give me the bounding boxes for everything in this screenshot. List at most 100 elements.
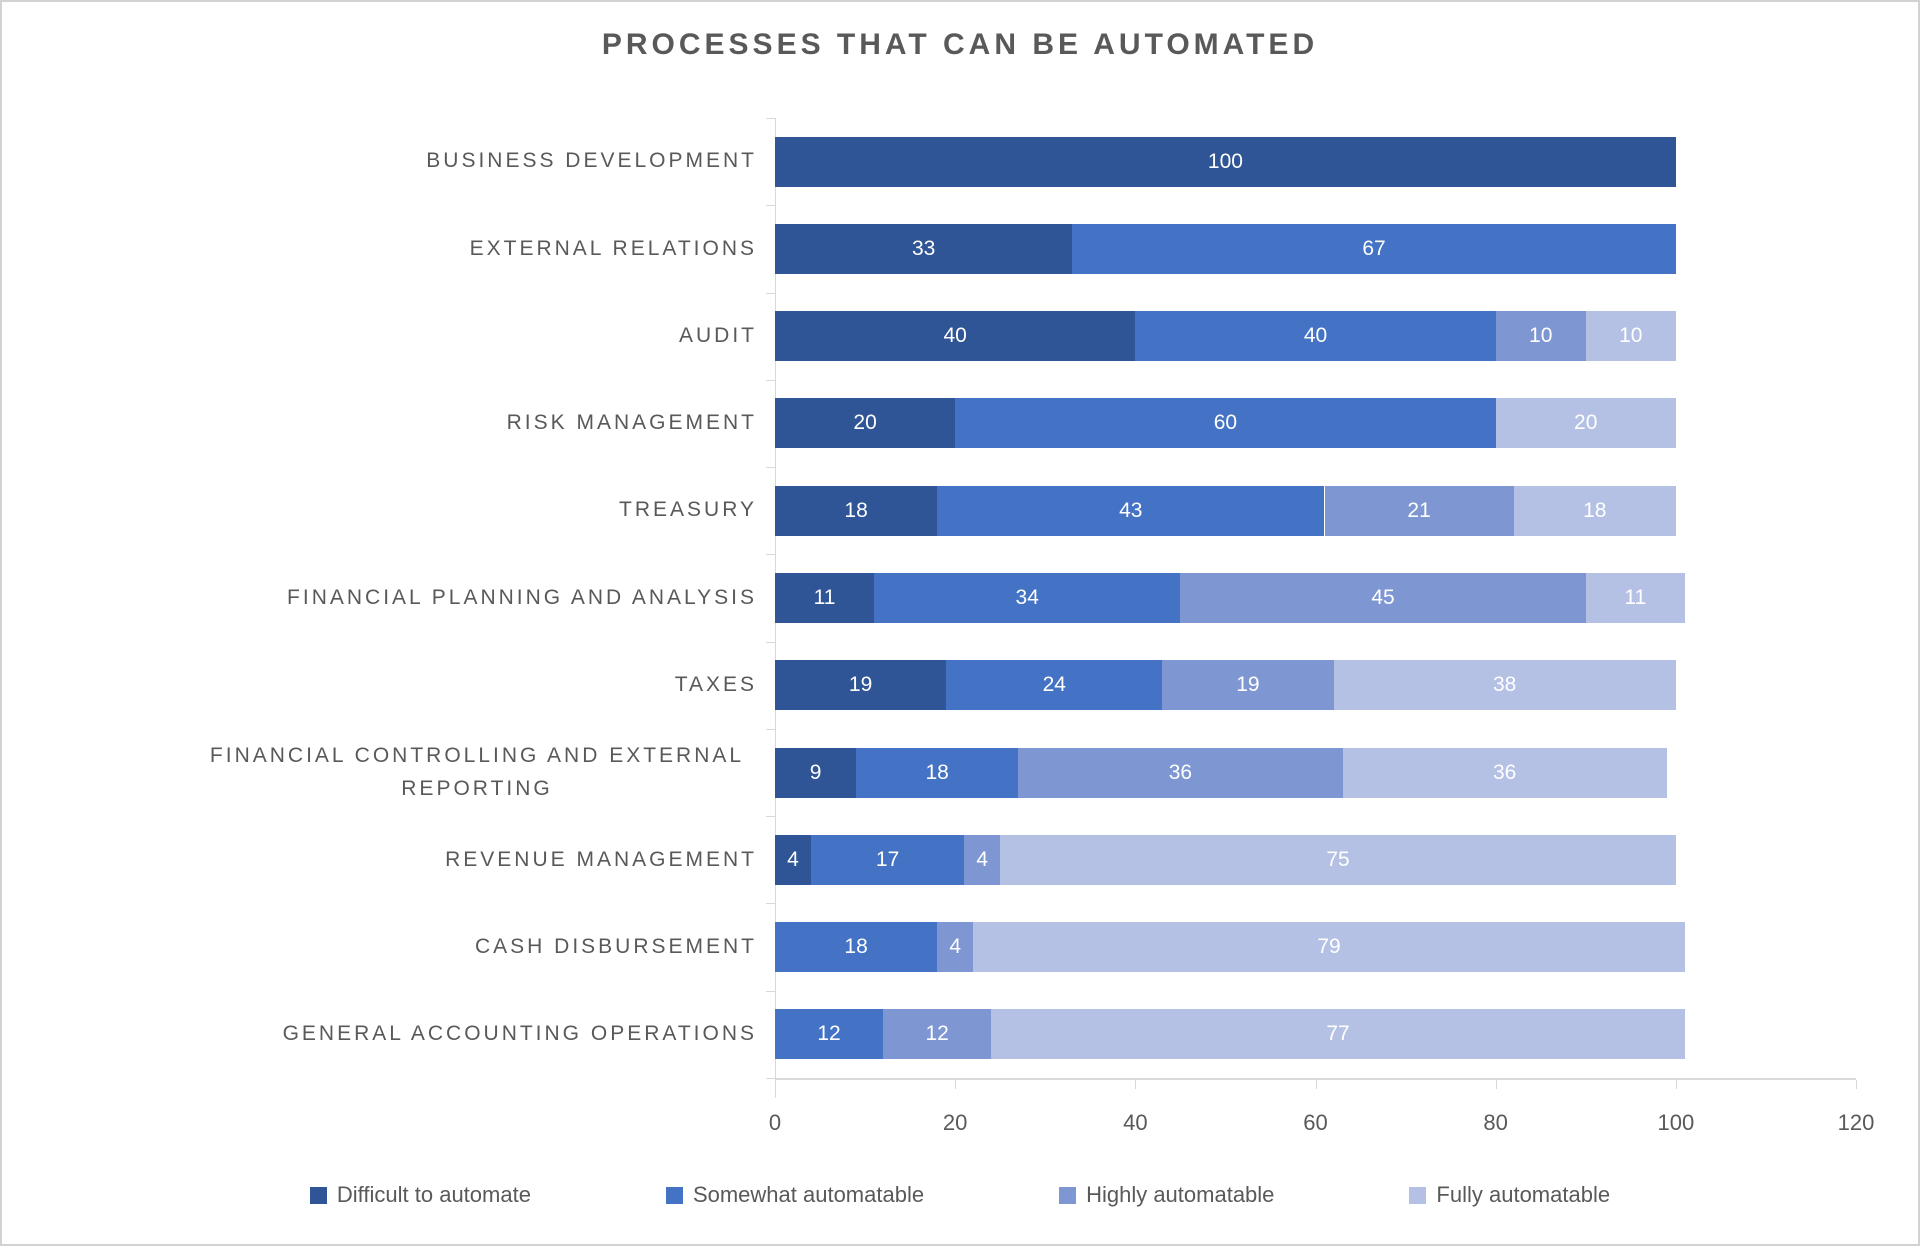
category-label: TREASURY bbox=[16, 467, 757, 554]
category-label: BUSINESS DEVELOPMENT bbox=[16, 118, 757, 205]
category-label-text: FINANCIAL CONTROLLING AND EXTERNAL REPOR… bbox=[209, 743, 745, 800]
bar-segment: 10 bbox=[1495, 311, 1586, 362]
bar-segment: 100 bbox=[775, 136, 1676, 187]
bar-row: 12 12 77 bbox=[775, 1009, 1856, 1060]
bar-value-label: 33 bbox=[911, 236, 936, 260]
bar-value-label: 79 bbox=[1317, 935, 1341, 959]
category-axis-labels: BUSINESS DEVELOPMENT EXTERNAL RELATIONS AU… bbox=[16, 118, 757, 1078]
value-axis-tick-label: 0 bbox=[768, 1110, 782, 1135]
bar-value-label: 21 bbox=[1407, 498, 1431, 522]
category-label: RISK MANAGEMENT bbox=[16, 380, 757, 467]
bar-row: 40 40 10 10 bbox=[775, 311, 1856, 362]
bar-value-label: 18 bbox=[844, 935, 868, 959]
bar-value-label: 20 bbox=[853, 411, 877, 435]
bar-value-label: 18 bbox=[844, 498, 868, 522]
category-label-text: REVENUE MANAGEMENT bbox=[445, 847, 757, 871]
legend: Difficult to automate Somewhat automatabl… bbox=[2, 1182, 1918, 1208]
value-axis-tick-label: 80 bbox=[1483, 1110, 1508, 1135]
bar-value-label: 19 bbox=[1236, 673, 1260, 697]
bar-segment: 40 bbox=[1135, 311, 1496, 362]
bar-segment: 67 bbox=[1072, 223, 1676, 274]
bar-segment: 36 bbox=[1342, 747, 1667, 798]
value-axis-tick-label: 120 bbox=[1837, 1110, 1875, 1135]
legend-swatch-icon bbox=[1409, 1186, 1427, 1204]
bar-value-label: 36 bbox=[1168, 760, 1193, 784]
bar-segment: 18 bbox=[775, 485, 938, 536]
bar-row: 9 18 36 36 bbox=[775, 747, 1856, 798]
category-label-text: BUSINESS DEVELOPMENT bbox=[426, 149, 757, 173]
category-axis-tick bbox=[766, 728, 775, 730]
bar-segment: 12 bbox=[775, 1009, 884, 1060]
value-axis-tick bbox=[1315, 1080, 1317, 1089]
bar-value-label: 40 bbox=[943, 324, 967, 348]
bar-segment: 20 bbox=[1495, 398, 1676, 449]
category-label: FINANCIAL PLANNING AND ANALYSIS bbox=[16, 554, 757, 641]
legend-label: Highly automatable bbox=[1086, 1182, 1275, 1207]
category-axis-tick bbox=[766, 118, 775, 119]
bar-value-label: 75 bbox=[1326, 847, 1350, 871]
bar-value-label: 12 bbox=[817, 1022, 841, 1046]
legend-item: Fully automatable bbox=[1409, 1182, 1610, 1208]
bar-row: 11 34 45 11 bbox=[775, 573, 1856, 623]
category-axis-tick bbox=[766, 1078, 775, 1079]
category-label-text: GENERAL ACCOUNTING OPERATIONS bbox=[282, 1022, 757, 1046]
category-axis-tick bbox=[766, 903, 775, 905]
bar-value-label: 36 bbox=[1492, 760, 1517, 784]
legend-item: Difficult to automate bbox=[309, 1182, 531, 1208]
category-label-text: RISK MANAGEMENT bbox=[506, 411, 757, 435]
bar-segment: 21 bbox=[1324, 485, 1514, 536]
category-axis-tick bbox=[766, 990, 775, 992]
bar-segment: 20 bbox=[775, 398, 956, 449]
bar-value-label: 11 bbox=[1624, 586, 1647, 609]
bar-value-label: 40 bbox=[1303, 324, 1328, 348]
category-label: GENERAL ACCOUNTING OPERATIONS bbox=[16, 991, 757, 1078]
bar-value-label: 4 bbox=[976, 847, 989, 871]
legend-item: Somewhat automatable bbox=[665, 1182, 925, 1208]
bar-row: 33 67 bbox=[775, 223, 1856, 274]
bar-segment: 19 bbox=[1162, 660, 1334, 711]
bar-value-label: 77 bbox=[1326, 1022, 1350, 1046]
bar-segment: 36 bbox=[1018, 747, 1343, 798]
legend-label: Fully automatable bbox=[1436, 1182, 1611, 1207]
bar-segment: 75 bbox=[1000, 834, 1676, 885]
bar-row: 20 60 20 bbox=[775, 398, 1856, 449]
bar-segment: 38 bbox=[1333, 660, 1676, 711]
category-label: CASH DISBURSEMENT bbox=[16, 903, 757, 990]
category-label-text: CASH DISBURSEMENT bbox=[474, 934, 757, 958]
category-label: FINANCIAL CONTROLLING AND EXTERNAL REPOR… bbox=[16, 729, 757, 816]
bar-value-label: 17 bbox=[875, 847, 900, 871]
bar-segment: 24 bbox=[946, 660, 1163, 711]
bar-segment: 43 bbox=[937, 485, 1325, 536]
bar-segment: 79 bbox=[973, 922, 1685, 973]
bar-value-label: 43 bbox=[1119, 498, 1143, 522]
bar-value-label: 10 bbox=[1529, 324, 1553, 348]
bar-row: 18 4 79 bbox=[775, 922, 1856, 973]
bar-segment: 4 bbox=[775, 834, 812, 885]
category-label-text: AUDIT bbox=[679, 323, 757, 347]
value-axis-tick bbox=[1675, 1080, 1677, 1089]
bar-segment: 9 bbox=[775, 747, 857, 798]
value-axis-tick bbox=[1135, 1080, 1137, 1089]
bar-value-label: 24 bbox=[1042, 673, 1066, 697]
category-axis-tick bbox=[766, 816, 775, 818]
bar-value-label: 11 bbox=[813, 586, 836, 609]
bar-segment: 77 bbox=[991, 1009, 1685, 1060]
bar-segment: 10 bbox=[1585, 311, 1676, 362]
category-label-text: TREASURY bbox=[619, 498, 757, 522]
legend-label: Somewhat automatable bbox=[692, 1182, 925, 1207]
category-label-text: TAXES bbox=[674, 672, 757, 696]
bar-value-label: 67 bbox=[1362, 236, 1386, 260]
value-axis-tick-label: 40 bbox=[1123, 1110, 1148, 1135]
category-label-text: EXTERNAL RELATIONS bbox=[469, 236, 757, 260]
legend-swatch-icon bbox=[665, 1186, 683, 1204]
category-axis-tick bbox=[766, 379, 775, 381]
bar-value-label: 38 bbox=[1492, 673, 1517, 697]
category-axis-tick bbox=[766, 467, 775, 469]
category-label: TAXES bbox=[16, 642, 757, 729]
chart-title: PROCESSES THAT CAN BE AUTOMATED bbox=[601, 28, 1319, 61]
value-axis-tick bbox=[1495, 1080, 1497, 1089]
category-axis-tick bbox=[766, 641, 775, 643]
bar-segment: 12 bbox=[883, 1009, 992, 1060]
bar-segment: 18 bbox=[1513, 485, 1676, 536]
value-axis-tick bbox=[955, 1080, 957, 1089]
